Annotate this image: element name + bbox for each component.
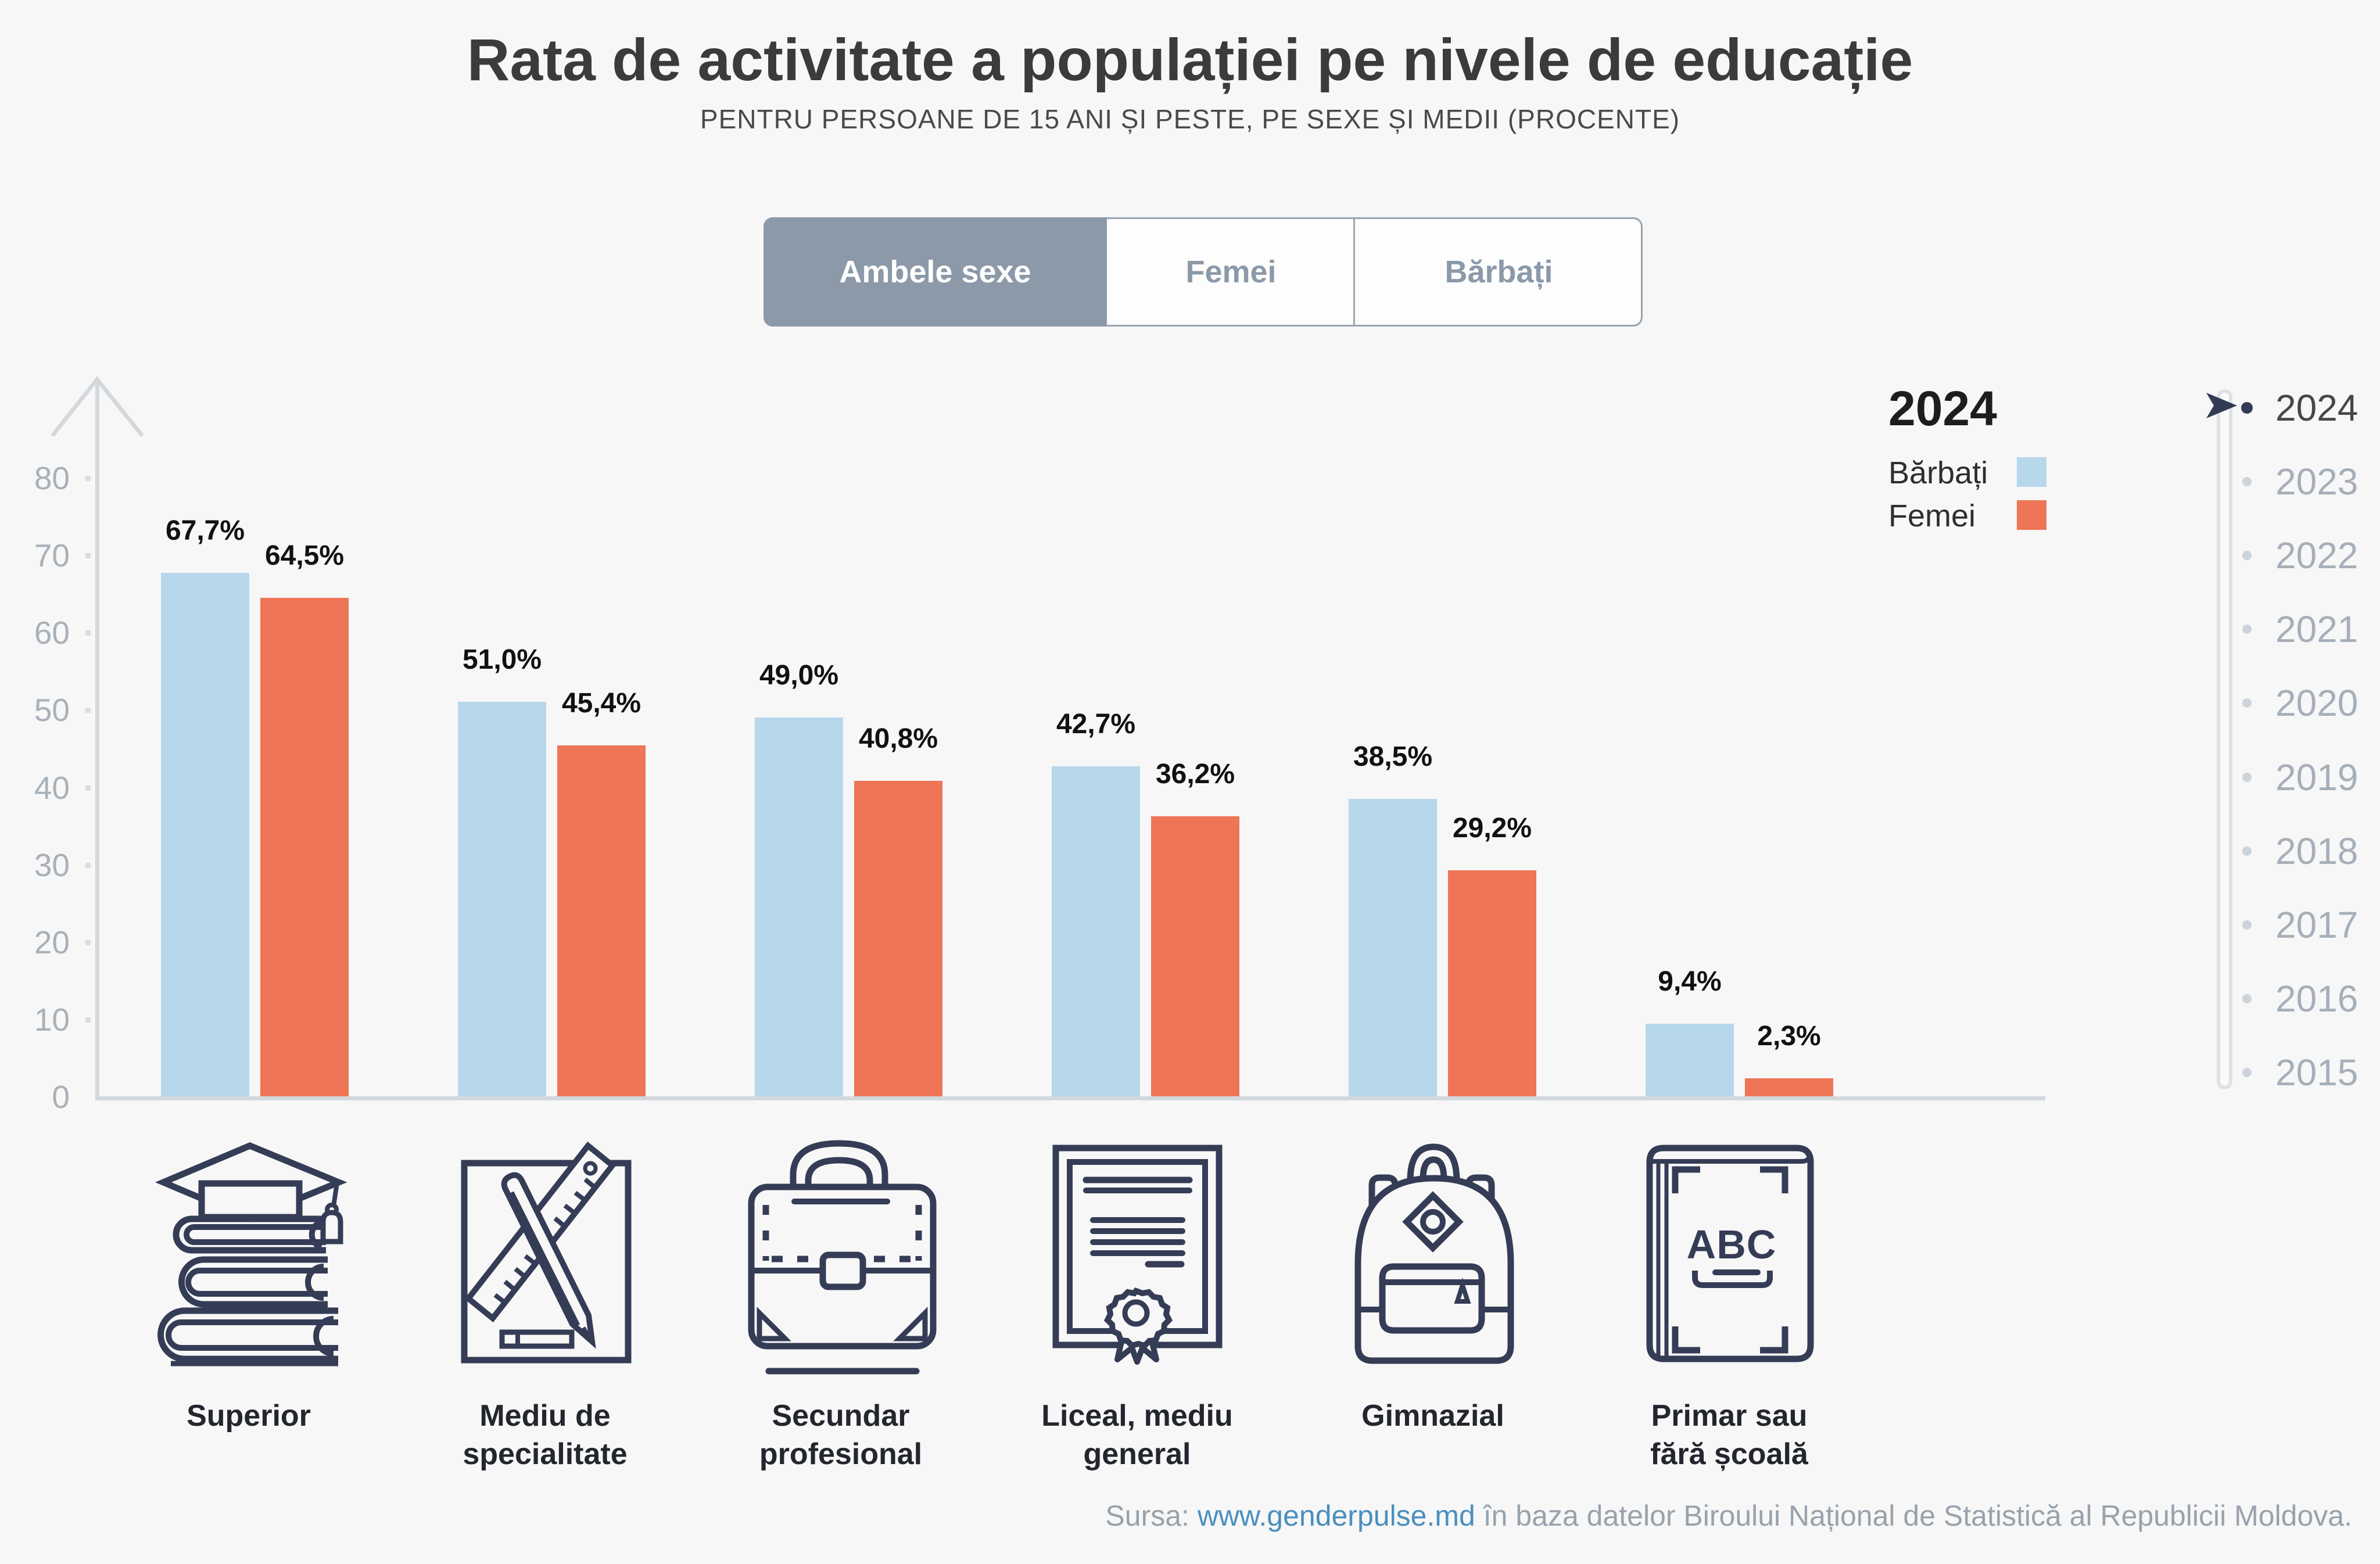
svg-text:ABC: ABC xyxy=(1687,1222,1777,1267)
